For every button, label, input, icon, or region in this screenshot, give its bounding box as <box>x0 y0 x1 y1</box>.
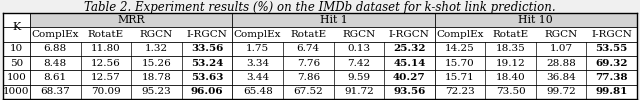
Text: 1000: 1000 <box>3 87 29 96</box>
Text: 45.14: 45.14 <box>393 59 426 68</box>
Text: 14.25: 14.25 <box>445 44 475 53</box>
Text: 65.48: 65.48 <box>243 87 273 96</box>
Text: 53.55: 53.55 <box>596 44 628 53</box>
Text: 11.80: 11.80 <box>91 44 121 53</box>
Bar <box>435 13 637 27</box>
Text: ComplEx: ComplEx <box>436 30 484 39</box>
Text: 0.13: 0.13 <box>348 44 371 53</box>
Text: 19.12: 19.12 <box>495 59 525 68</box>
Text: 7.86: 7.86 <box>297 73 320 82</box>
Text: K: K <box>12 22 20 32</box>
Text: 53.24: 53.24 <box>191 59 223 68</box>
Text: I-RGCN: I-RGCN <box>591 30 632 39</box>
Text: 25.32: 25.32 <box>393 44 426 53</box>
Text: 91.72: 91.72 <box>344 87 374 96</box>
Text: ComplEx: ComplEx <box>234 30 282 39</box>
Text: 12.56: 12.56 <box>91 59 121 68</box>
Text: 28.88: 28.88 <box>547 59 576 68</box>
Text: I-RGCN: I-RGCN <box>389 30 430 39</box>
Text: RotatE: RotatE <box>88 30 124 39</box>
Text: 18.35: 18.35 <box>495 44 525 53</box>
Text: Hit 1: Hit 1 <box>319 15 348 25</box>
Text: 36.84: 36.84 <box>547 73 576 82</box>
Text: 10: 10 <box>10 44 23 53</box>
Text: RGCN: RGCN <box>140 30 173 39</box>
Text: 8.61: 8.61 <box>44 73 67 82</box>
Text: 1.32: 1.32 <box>145 44 168 53</box>
Text: 1.07: 1.07 <box>550 44 573 53</box>
Bar <box>3 13 637 99</box>
Text: 15.70: 15.70 <box>445 59 475 68</box>
Text: 70.09: 70.09 <box>91 87 121 96</box>
Text: 53.63: 53.63 <box>191 73 223 82</box>
Text: 6.74: 6.74 <box>297 44 320 53</box>
Text: 18.78: 18.78 <box>141 73 172 82</box>
Text: ComplEx: ComplEx <box>31 30 79 39</box>
Text: 9.59: 9.59 <box>348 73 371 82</box>
Text: 95.23: 95.23 <box>141 87 172 96</box>
Text: 33.56: 33.56 <box>191 44 223 53</box>
Text: 3.34: 3.34 <box>246 59 269 68</box>
Text: Hit 10: Hit 10 <box>518 15 553 25</box>
Text: 93.56: 93.56 <box>393 87 426 96</box>
Text: 99.72: 99.72 <box>547 87 576 96</box>
Text: 3.44: 3.44 <box>246 73 269 82</box>
Text: 15.71: 15.71 <box>445 73 475 82</box>
Text: 73.50: 73.50 <box>495 87 525 96</box>
Text: 72.23: 72.23 <box>445 87 475 96</box>
Text: 6.88: 6.88 <box>44 44 67 53</box>
Text: 12.57: 12.57 <box>91 73 121 82</box>
Text: 18.40: 18.40 <box>495 73 525 82</box>
Text: RGCN: RGCN <box>342 30 376 39</box>
Text: 8.48: 8.48 <box>44 59 67 68</box>
Text: 40.27: 40.27 <box>393 73 426 82</box>
Text: RotatE: RotatE <box>290 30 326 39</box>
Text: 99.81: 99.81 <box>596 87 628 96</box>
Text: RotatE: RotatE <box>492 30 529 39</box>
Text: 7.42: 7.42 <box>348 59 371 68</box>
Text: MRR: MRR <box>117 15 145 25</box>
Bar <box>30 13 232 27</box>
Text: 50: 50 <box>10 59 23 68</box>
Text: I-RGCN: I-RGCN <box>187 30 227 39</box>
Text: 69.32: 69.32 <box>595 59 628 68</box>
Text: 96.06: 96.06 <box>191 87 223 96</box>
Text: 100: 100 <box>6 73 26 82</box>
Text: Table 2. Experiment results (%) on the IMDb dataset for k-shot link prediction.: Table 2. Experiment results (%) on the I… <box>84 2 556 14</box>
Bar <box>232 13 435 27</box>
Text: 67.52: 67.52 <box>293 87 323 96</box>
Text: 77.38: 77.38 <box>595 73 628 82</box>
Text: 1.75: 1.75 <box>246 44 269 53</box>
Text: 68.37: 68.37 <box>40 87 70 96</box>
Text: RGCN: RGCN <box>545 30 578 39</box>
Text: 15.26: 15.26 <box>141 59 172 68</box>
Text: 7.76: 7.76 <box>297 59 320 68</box>
